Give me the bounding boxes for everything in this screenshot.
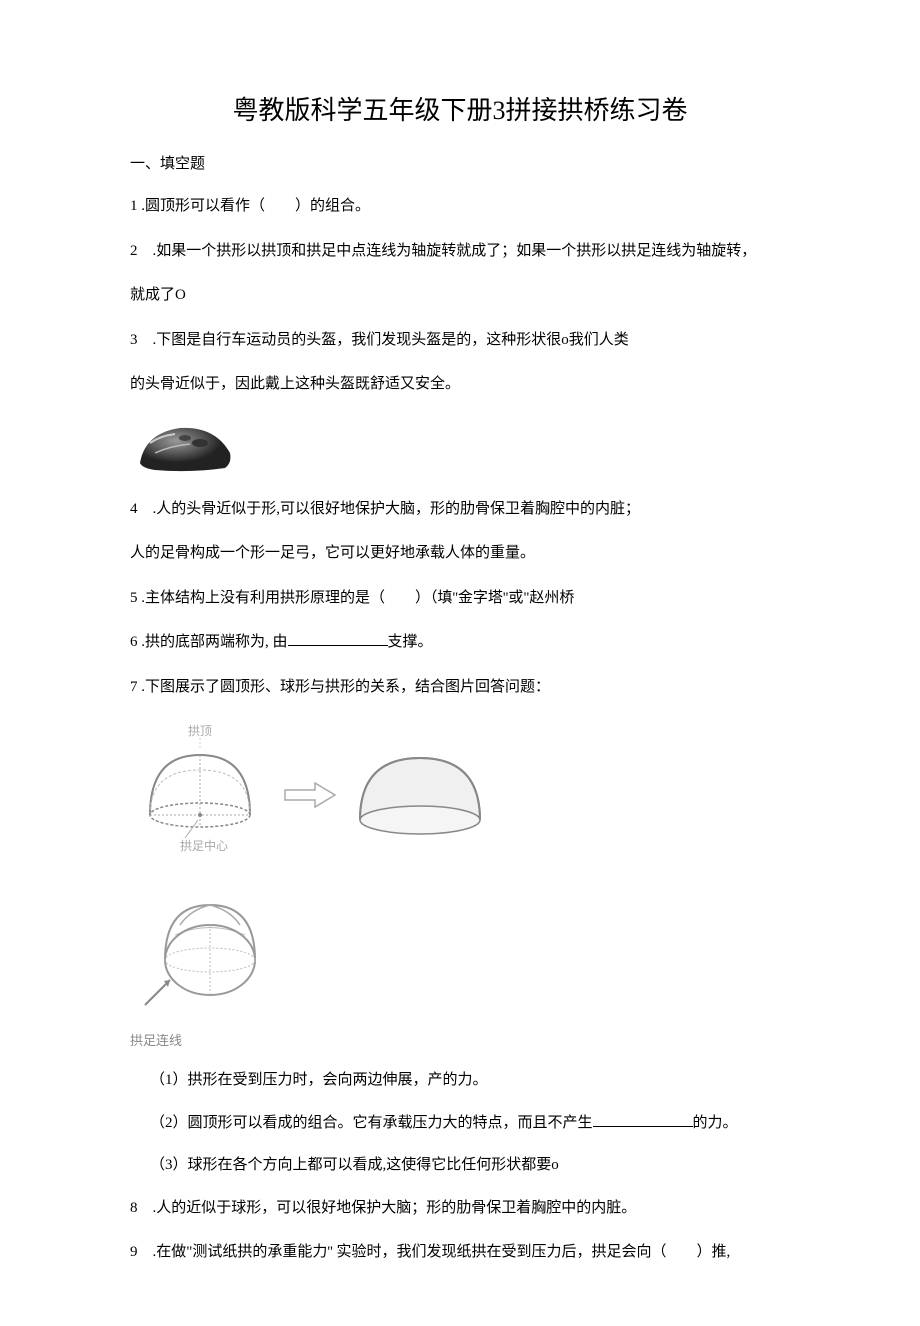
question-6-text-b: 支撑。 [388,634,433,650]
question-2: 2 .如果一个拱形以拱顶和拱足中点连线为轴旋转就成了；如果一个拱形以拱足连线为轴… [130,240,790,263]
question-3: 3 .下图是自行车运动员的头盔，我们发现头盔是的，这种形状很o我们人类 [130,329,790,352]
question-3-continue: 的头骨近似于，因此戴上这种头盔既舒适又安全。 [130,373,790,396]
blank-fill [593,1112,693,1127]
blank-fill [288,631,388,646]
question-7: 7 .下图展示了圆顶形、球形与拱形的关系，结合图片回答问题： [130,676,790,699]
question-7-sub3: （3）球形在各个方向上都可以看成,这使得它比任何形状都要o [130,1154,790,1177]
question-4: 4 .人的头骨近似于形,可以很好地保护大脑，形的肋骨保卫着胸腔中的内脏； [130,498,790,521]
question-9: 9 .在做"测试纸拱的承重能力'' 实验时，我们发现纸拱在受到压力后，拱足会向（… [130,1241,790,1264]
helmet-image [130,418,790,478]
arch-top-label: 拱顶 [188,724,212,738]
question-6: 6 .拱的底部两端称为, 由 支撑。 [130,631,790,654]
dome-diagrams: 拱顶 拱足中心 [130,720,790,860]
question-8: 8 .人的近似于球形，可以很好地保护大脑；形的肋骨保卫着胸腔中的内脏。 [130,1197,790,1220]
question-2-continue: 就成了O [130,284,790,307]
arch-center-label: 拱足中心 [180,838,228,853]
question-6-text-a: 6 .拱的底部两端称为, 由 [130,634,288,650]
question-1: 1 .圆顶形可以看作（ ）的组合。 [130,195,790,218]
question-4-continue: 人的足骨构成一个形一足弓，它可以更好地承载人体的重量。 [130,542,790,565]
page-title: 粤教版科学五年级下册3拼接拱桥练习卷 [130,90,790,127]
q7sub2-text-a: （2）圆顶形可以看成的组合。它有承载压力大的特点，而且不产生 [150,1115,593,1131]
question-5: 5 .主体结构上没有利用拱形原理的是（ ）（填''金字塔''或"赵州桥 [130,587,790,610]
q7sub2-text-b: 的力。 [693,1115,738,1131]
section-header: 一、填空题 [130,152,790,173]
sphere-label: 拱足连线 [130,1030,790,1049]
question-7-sub1: （1）拱形在受到压力时，会向两边伸展，产的力。 [130,1069,790,1092]
sphere-diagram [130,875,790,1025]
question-7-sub2: （2）圆顶形可以看成的组合。它有承载压力大的特点，而且不产生 的力。 [130,1112,790,1135]
